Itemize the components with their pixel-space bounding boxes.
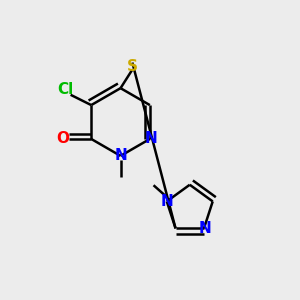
Text: N: N [160,194,173,209]
Text: S: S [127,58,138,74]
Text: N: N [114,148,127,164]
Text: Cl: Cl [57,82,74,97]
Text: O: O [56,131,69,146]
Text: N: N [145,131,158,146]
Text: N: N [199,221,212,236]
